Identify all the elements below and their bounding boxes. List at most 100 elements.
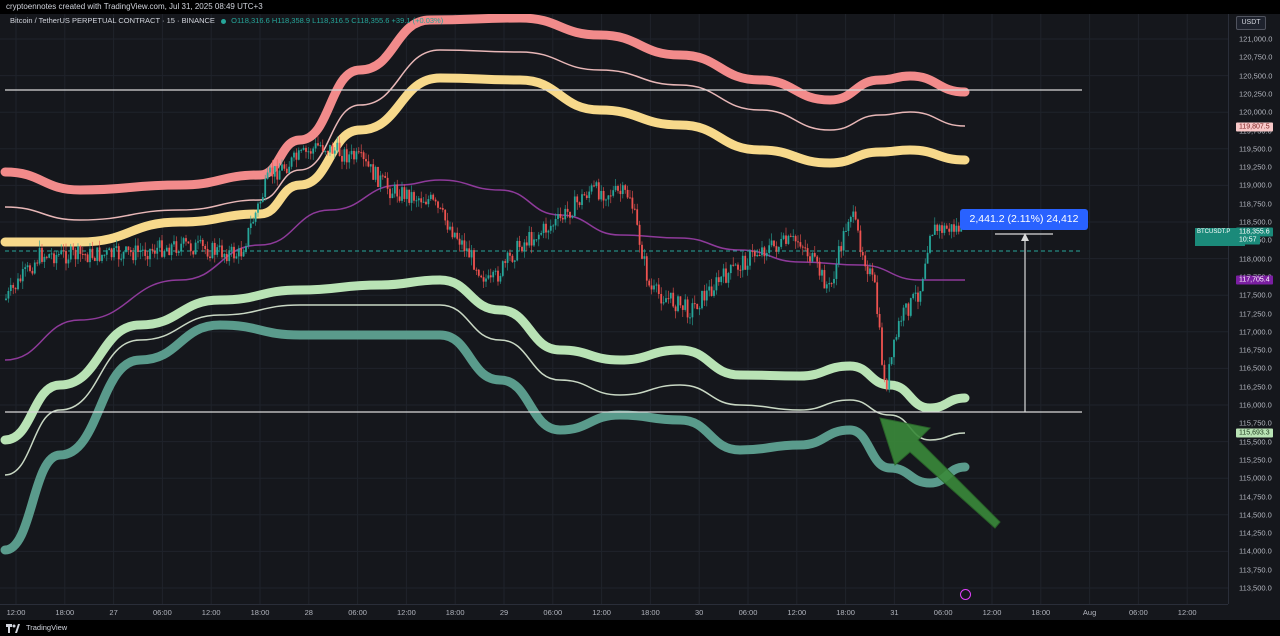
time-tick-label: Aug: [1082, 608, 1097, 617]
candle-body: [597, 182, 600, 200]
candle-body: [125, 246, 127, 252]
candle-body: [398, 196, 401, 201]
candle-body: [804, 247, 807, 249]
price-tick-label: 114,750.0: [1239, 492, 1272, 501]
candle-body: [144, 249, 147, 256]
candle-body: [693, 303, 696, 305]
candle-body: [893, 339, 895, 358]
candle-body: [233, 246, 235, 259]
price-range-measure-label[interactable]: 2,441.2 (2.11%) 24,412: [960, 209, 1088, 230]
candle-body: [914, 292, 917, 294]
candle-body: [235, 256, 238, 259]
price-tick-label: 113,500.0: [1239, 583, 1272, 593]
candle-body: [427, 199, 430, 205]
candle-body: [674, 306, 677, 312]
candle-body: [19, 278, 22, 282]
time-tick-label: 18:00: [641, 608, 660, 617]
time-tick-label: 12:00: [397, 608, 416, 617]
price-axis[interactable]: 121,000.0 120,750.0 120,500.0 120,250.0 120,…: [1228, 14, 1280, 604]
candle-body: [401, 187, 403, 201]
time-tick-label: 29: [499, 608, 509, 617]
candle-body: [691, 303, 694, 318]
candle-body: [547, 230, 550, 233]
symbol-title[interactable]: Bitcoin / TetherUS PERPETUAL CONTRACT · …: [10, 16, 215, 25]
time-axis[interactable]: 12:00 18:00 27 06:00 12:00 18:00 28 06:00 12:00 1…: [0, 604, 1228, 621]
candle-body: [933, 224, 936, 235]
lower-inner-band: [0, 275, 970, 445]
price-tick-label: 113,750.0: [1239, 565, 1272, 575]
candle-body: [31, 270, 34, 274]
candle-body: [14, 287, 17, 290]
candle-body: [180, 243, 183, 252]
candle-body: [420, 198, 423, 203]
candle-body: [273, 166, 276, 177]
candle-body: [830, 283, 833, 285]
candle-body: [885, 379, 888, 390]
candle-body: [41, 247, 43, 262]
candle-body: [809, 256, 811, 262]
candle-body: [209, 256, 211, 259]
candle-body: [542, 223, 545, 234]
candle-body: [187, 241, 190, 244]
candle-body: [669, 292, 672, 299]
candle-body: [422, 201, 425, 203]
candle-body: [9, 284, 12, 292]
candle-body: [715, 277, 718, 291]
symbol-legend[interactable]: Bitcoin / TetherUS PERPETUAL CONTRACT · …: [10, 16, 443, 25]
candle-body: [5, 298, 7, 300]
candle-body: [429, 194, 432, 200]
candle-body: [665, 298, 667, 303]
candle-body: [689, 317, 691, 319]
middle-band-tag: 117,705.4: [1236, 275, 1273, 285]
candle-body: [7, 291, 10, 299]
candle-body: [713, 290, 715, 296]
candle-body: [477, 269, 480, 276]
candle-body: [453, 232, 456, 238]
candle-body: [518, 240, 521, 247]
lower-outer-band: [0, 320, 970, 555]
chart-plot[interactable]: [0, 0, 1228, 604]
candle-body: [638, 224, 641, 245]
candle-body: [897, 321, 900, 338]
candle-body: [583, 194, 586, 196]
candle-body: [801, 246, 804, 248]
candle-body: [679, 296, 682, 306]
candle-body: [151, 248, 154, 251]
candle-body: [117, 246, 120, 260]
candle-body: [321, 145, 324, 152]
candle-body: [581, 194, 583, 206]
candle-body: [84, 254, 87, 256]
low-level-tag: 115,693.3: [1236, 428, 1273, 438]
candle-body: [797, 241, 799, 243]
candle-body: [593, 185, 595, 187]
candle-body: [833, 278, 835, 284]
candle-body: [293, 152, 295, 158]
candle-body: [317, 143, 319, 146]
candle-body: [38, 247, 41, 264]
candle-body: [408, 189, 411, 203]
candle-body: [266, 172, 269, 179]
candle-body: [921, 278, 924, 292]
currency-button[interactable]: USDT: [1236, 16, 1266, 30]
candle-body: [218, 245, 221, 248]
compass-icon[interactable]: [960, 589, 971, 600]
candle-body: [89, 248, 91, 263]
price-tick-label: 115,000.0: [1239, 473, 1272, 483]
candle-body: [677, 296, 679, 312]
candle-body: [948, 228, 951, 232]
candle-body: [139, 250, 142, 252]
candle-body: [302, 147, 305, 150]
candle-body: [549, 225, 552, 231]
candle-body: [667, 298, 670, 300]
upper-thin-band: [4, 49, 966, 221]
candle-body: [499, 275, 502, 282]
candle-body: [77, 246, 79, 260]
candle-body: [93, 257, 96, 261]
candle-body: [377, 166, 379, 187]
candle-body: [393, 184, 396, 194]
candle-body: [53, 253, 55, 264]
candle-body: [888, 364, 891, 390]
candle-body: [396, 184, 399, 197]
creator-text: cryptoennotes created with TradingView.c…: [6, 2, 263, 11]
